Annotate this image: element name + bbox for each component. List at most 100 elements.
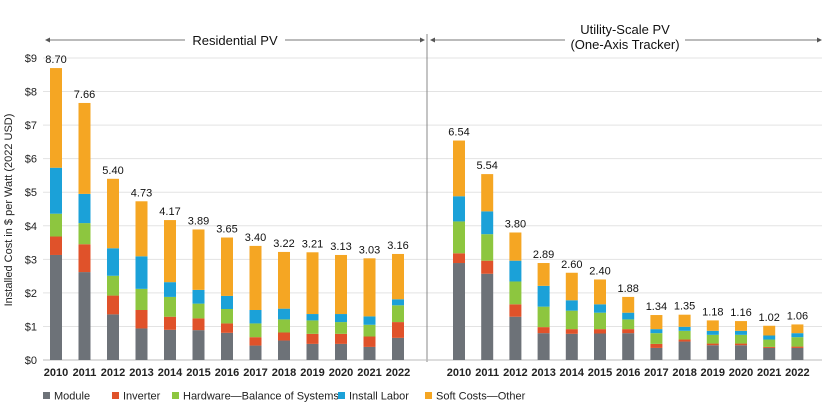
bar-total-label: 1.18 <box>702 306 723 318</box>
x-tick-label: 2017 <box>243 367 267 379</box>
bar-total-label: 1.16 <box>730 307 751 319</box>
bar-segment-hardware-balance-of-systems <box>678 330 691 340</box>
bar-segment-inverter <box>335 333 347 344</box>
legend-item: Inverter <box>112 391 161 403</box>
bar-segment-install-labor <box>622 312 635 320</box>
bar-segment-module <box>192 330 205 360</box>
bar-segment-soft-costs-other <box>791 324 804 334</box>
bar-segment-inverter <box>565 329 578 334</box>
x-tick-label: 2017 <box>644 367 668 379</box>
x-tick-label: 2013 <box>531 367 555 379</box>
bar-segment-module <box>164 329 176 360</box>
bar-segment-soft-costs-other <box>650 315 663 330</box>
bar-segment-install-labor <box>678 326 691 331</box>
bar-total-label: 7.66 <box>74 89 95 101</box>
bar-segment-inverter <box>650 343 663 348</box>
bar-segment-hardware-balance-of-systems <box>594 312 606 330</box>
x-tick-label: 2021 <box>757 367 781 379</box>
bar-segment-soft-costs-other <box>363 258 376 317</box>
x-tick-label: 2012 <box>503 367 527 379</box>
bar-segment-soft-costs-other <box>509 232 522 261</box>
x-tick-label: 2014 <box>560 367 585 379</box>
bar-segment-hardware-balance-of-systems <box>650 333 663 344</box>
y-tick-label: $0 <box>25 355 37 367</box>
legend-swatch <box>425 392 432 399</box>
y-tick-label: $4 <box>25 221 37 233</box>
x-tick-label: 2019 <box>701 367 725 379</box>
x-tick-label: 2022 <box>386 367 410 379</box>
bar-segment-inverter <box>453 253 465 264</box>
x-tick-label: 2014 <box>158 367 183 379</box>
bar-total-label: 3.03 <box>359 244 380 256</box>
bar-segment-inverter <box>135 310 148 329</box>
bar-segment-hardware-balance-of-systems <box>763 339 776 347</box>
bar-segment-inverter <box>192 318 205 331</box>
bar-segment-install-labor <box>565 300 578 311</box>
x-tick-label: 2022 <box>785 367 809 379</box>
x-tick-label: 2011 <box>73 367 97 379</box>
legend-label: Install Labor <box>349 391 409 403</box>
bar-segment-soft-costs-other <box>678 314 691 327</box>
bar-segment-module <box>78 272 91 360</box>
arrow-right-icon <box>817 37 822 43</box>
bar-total-label: 3.65 <box>216 224 237 236</box>
bar-total-label: 4.17 <box>159 206 180 218</box>
bar-segment-install-labor <box>392 299 404 306</box>
bar-segment-soft-costs-other <box>335 254 347 315</box>
utility-subtitle: (One-Axis Tracker) <box>570 37 679 52</box>
x-tick-label: 2016 <box>616 367 640 379</box>
bar-total-label: 8.70 <box>45 54 66 66</box>
bar-segment-module <box>392 337 404 360</box>
y-tick-label: $8 <box>25 87 37 99</box>
legend: Module Inverter Hardware—Balance of System… <box>43 391 526 403</box>
x-tick-label: 2015 <box>588 367 612 379</box>
bar-segment-install-labor <box>335 314 347 323</box>
bar-segment-install-labor <box>135 256 148 289</box>
y-tick-label: $7 <box>25 120 37 132</box>
x-tick-label: 2020 <box>329 367 353 379</box>
bar-segment-soft-costs-other <box>249 245 262 311</box>
bar-segment-inverter <box>735 343 747 346</box>
legend-item: Soft Costs—Other <box>425 391 526 403</box>
bar-segment-inverter <box>622 329 635 334</box>
bar-segment-inverter <box>221 323 233 333</box>
bar-segment-install-labor <box>481 211 494 235</box>
bar-segment-soft-costs-other <box>107 178 119 249</box>
bar-segment-install-labor <box>192 289 205 304</box>
bar-total-label: 2.40 <box>589 265 610 277</box>
bar-segment-hardware-balance-of-systems <box>509 281 522 305</box>
bar-segment-module <box>453 263 465 360</box>
bar-segment-inverter <box>392 322 404 338</box>
bar-segment-module <box>735 345 747 360</box>
x-tick-label: 2015 <box>186 367 210 379</box>
bar-segment-soft-costs-other <box>481 174 494 212</box>
legend-label: Soft Costs—Other <box>436 391 526 403</box>
bar-segment-inverter <box>481 260 494 274</box>
bar-segment-install-labor <box>537 285 550 307</box>
bar-segment-module <box>50 254 62 360</box>
bar-total-label: 1.02 <box>758 312 779 324</box>
bar-total-label: 3.40 <box>245 232 266 244</box>
x-tick-label: 2010 <box>44 367 68 379</box>
legend-swatch <box>43 392 50 399</box>
bar-segment-hardware-balance-of-systems <box>453 221 465 254</box>
x-tick-label: 2018 <box>272 367 296 379</box>
bar-segment-hardware-balance-of-systems <box>249 323 262 338</box>
bar-segment-install-labor <box>249 310 262 324</box>
bar-segment-install-labor <box>78 193 91 224</box>
bar-segment-soft-costs-other <box>135 201 148 257</box>
bar-segment-hardware-balance-of-systems <box>706 334 719 344</box>
residential-header: Residential PV <box>45 30 425 50</box>
bar-segment-module <box>650 347 663 360</box>
bar-segment-hardware-balance-of-systems <box>791 337 804 347</box>
bar-total-label: 1.06 <box>787 310 808 322</box>
bars: 8.70 2010 7.66 2011 5.40 2012 4.73 2013 4.17 2014… <box>44 54 810 379</box>
header-mask <box>565 16 685 54</box>
arrow-left-icon <box>45 37 50 43</box>
legend-item: Hardware—Balance of Systems <box>172 391 339 403</box>
y-tick-label: $9 <box>25 53 37 65</box>
bar-segment-soft-costs-other <box>453 140 465 197</box>
bar-segment-install-labor <box>363 316 376 325</box>
bar-segment-soft-costs-other <box>278 251 290 309</box>
